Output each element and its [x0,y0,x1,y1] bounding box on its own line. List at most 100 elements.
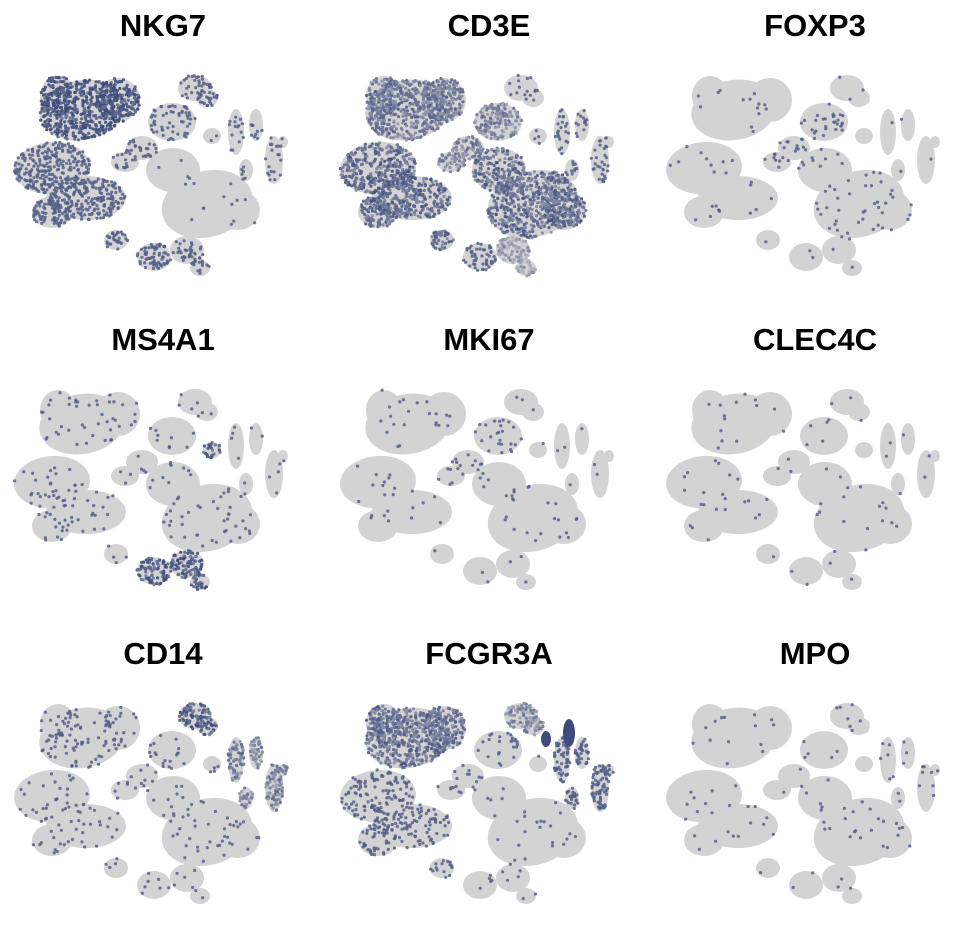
cell-point [393,196,397,200]
cluster-tm [196,403,218,421]
cell-point [68,90,72,94]
cell-point [74,117,78,122]
cell-point [471,144,475,148]
cluster-ctr [148,417,196,455]
cell-point [383,159,387,163]
cell-point [575,202,579,206]
cell-point [198,271,202,275]
cell-point [444,201,449,205]
cell-point [181,258,185,262]
cell-point [486,126,490,130]
cell-point [128,152,132,156]
cell-point [514,255,519,259]
cell-point [188,176,192,180]
cell-point [836,118,840,122]
cell-point [73,98,77,102]
cell-point [96,98,100,102]
cell-point [412,160,416,164]
cell-point [432,231,436,235]
cell-point [424,79,428,83]
cell-point [71,504,75,508]
cell-point [397,115,401,119]
cell-point [445,114,449,118]
cell-point [553,193,557,197]
cell-point [478,169,482,173]
cell-point [56,131,60,136]
cell-point [96,105,100,109]
cell-point [43,202,47,206]
cell-point [496,252,500,256]
cell-point [483,105,487,109]
cell-point [166,126,170,130]
cell-point [457,102,462,106]
cell-point [833,222,837,226]
cell-point [192,263,196,267]
cell-point [147,246,151,250]
cell-point [150,128,154,132]
cluster-ri [249,423,263,455]
cell-point [537,135,541,139]
cell-point [104,187,109,191]
cell-point [889,228,893,232]
cell-point [563,211,568,215]
cell-point [13,169,17,173]
cell-point [446,86,450,90]
cell-point [500,199,504,203]
cell-point [165,259,169,263]
cell-point [527,176,531,180]
cell-point [236,125,240,129]
cell-point [123,99,127,103]
cell-point [60,212,64,216]
cell-point [503,211,507,215]
cell-point [494,201,498,205]
cell-point [186,74,190,78]
cell-point [574,121,578,125]
cell-point [427,87,431,91]
cell-point [67,185,71,189]
cluster-lm [756,230,780,250]
cell-point [516,227,521,231]
cell-point [390,91,394,95]
cluster-ctr [148,103,196,141]
cell-point [383,108,387,113]
cell-point [55,206,59,211]
cell-point [60,145,64,149]
cell-point [238,117,242,121]
cell-point [521,196,525,200]
cell-point [492,199,497,203]
cell-point [83,425,87,429]
cluster-ri [575,109,589,141]
cell-point [39,90,43,95]
cell-point [109,438,114,442]
cell-point [444,156,448,160]
cell-point [520,226,524,230]
cell-point [70,154,74,158]
cell-point [400,180,405,185]
cell-point [99,128,103,132]
cell-point [39,200,43,204]
cell-point [43,143,47,147]
cell-point [179,119,184,124]
cell-point [133,109,137,113]
cell-point [394,206,398,211]
cell-point [149,124,154,128]
cell-point [84,207,88,211]
cell-point [414,197,418,201]
cell-point [13,479,17,483]
cell-point [535,220,539,224]
cell-point [426,108,430,112]
cell-point [123,233,127,237]
cell-point [91,182,95,186]
cell-point [501,147,505,151]
cell-point [169,136,173,140]
cell-point [404,114,408,118]
cell-point [487,244,492,248]
cell-point [517,175,522,179]
cell-point [546,209,550,213]
cell-point [578,202,582,206]
cell-point [439,234,443,238]
cell-point [214,134,219,138]
cell-point [485,252,489,256]
cell-point [105,124,109,128]
cell-point [77,182,81,186]
